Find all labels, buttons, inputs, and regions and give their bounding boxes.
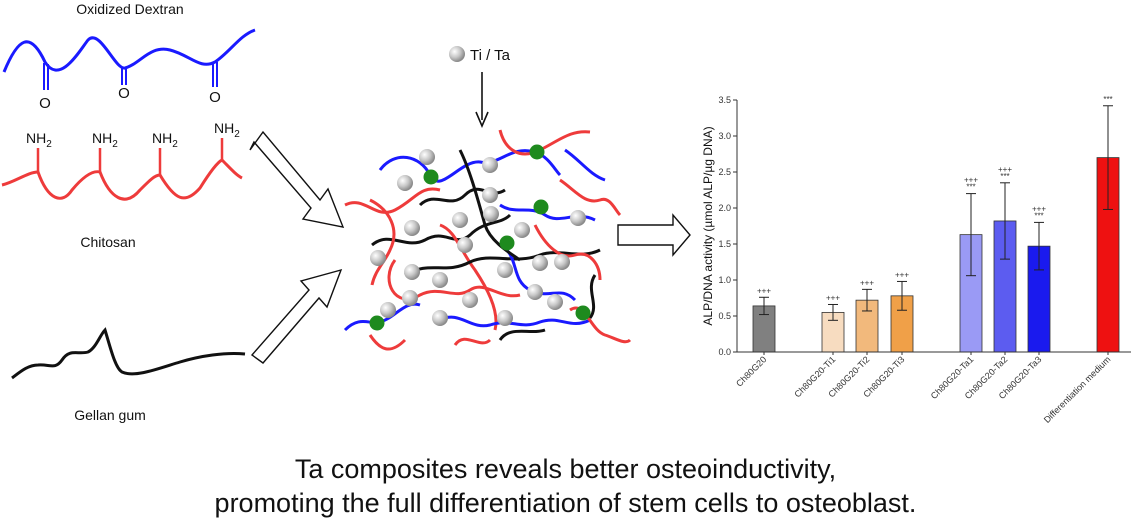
oxidized-dextran-label: Oxidized Dextran [76, 1, 183, 17]
significance-plus-label: +++ [1032, 204, 1046, 213]
y-tick-label: 2.0 [718, 203, 731, 213]
ti-ta-label: Ti / Ta [470, 47, 511, 64]
particle-icon [532, 255, 548, 271]
significance-star-label: *** [1000, 172, 1009, 181]
alp-dna-bar-chart: ALP/DNA activity (µmol ALP/µg DNA) 0.00.… [701, 95, 1131, 425]
dextran-chain [2, 28, 256, 73]
y-axis: 0.0 0.5 1.0 1.5 2.0 2.5 3.0 3.5 [718, 95, 737, 357]
hollow-arrow-icon [250, 268, 343, 364]
particle-icon [380, 302, 396, 318]
significance-plus-label: +++ [964, 176, 978, 185]
crosslink-node [369, 315, 385, 331]
particle-icon [497, 262, 513, 278]
particle-icon [370, 250, 386, 266]
bars: ++++++++++++***+++ ***+++***+++*** [752, 95, 1120, 353]
particle-icon [404, 220, 420, 236]
crosslink-node [499, 235, 515, 251]
significance-plus-label: +++ [998, 165, 1012, 174]
particle-icon [482, 187, 498, 203]
significance-star-label: *** [1103, 95, 1112, 104]
y-tick-label: 3.0 [718, 131, 731, 141]
significance-star-label: *** [1034, 211, 1043, 220]
crosslink-node [529, 144, 545, 160]
particle-icon [452, 212, 468, 228]
particle-icon [514, 222, 530, 238]
svg-text:NH2: NH2 [26, 130, 52, 150]
x-tick-label: Differentiation medium [1042, 354, 1113, 425]
particle-icon [419, 149, 435, 165]
particles [370, 149, 586, 326]
x-axis: Ch80G20 Ch80G20-Ti1Ch80G20-Ti2Ch80G20-Ti3… [734, 352, 1112, 425]
crosslink-node [533, 199, 549, 215]
oxygen-label: O [118, 85, 130, 102]
chitosan-label: Chitosan [80, 234, 135, 250]
particle-icon [432, 272, 448, 288]
caption-line-2: promoting the full differentiation of st… [214, 488, 917, 518]
hollow-arrow-icon [617, 213, 691, 257]
particle-icon [457, 237, 473, 253]
svg-text:NH2: NH2 [92, 130, 118, 150]
particle-icon [554, 254, 570, 270]
y-tick-label: 3.5 [718, 95, 731, 105]
crosslink-node [575, 305, 591, 321]
y-axis-label: ALP/DNA activity (µmol ALP/µg DNA) [701, 126, 715, 325]
svg-text:NH2: NH2 [214, 120, 240, 140]
particle-icon [527, 284, 543, 300]
particle-icon [570, 210, 586, 226]
nh2-group: NH2 [152, 130, 178, 150]
y-tick-label: 2.5 [718, 167, 731, 177]
significance-star-label: *** [966, 183, 975, 192]
particle-icon [462, 292, 478, 308]
particle-icon [397, 175, 413, 191]
gellan-gum-label: Gellan gum [74, 407, 146, 423]
significance-plus-label: +++ [895, 270, 909, 279]
caption: Ta composites reveals better osteoinduct… [0, 452, 1131, 520]
hollow-arrow-icon [249, 130, 345, 228]
significance-plus-label: +++ [757, 286, 771, 295]
y-tick-label: 1.5 [718, 239, 731, 249]
x-tick-label: Ch80G20 [734, 354, 768, 388]
gellan-gum-chain [11, 327, 246, 380]
chitosan-chain [1, 158, 243, 201]
oxygen-label: O [39, 95, 51, 112]
particle-icon [547, 294, 563, 310]
particle-icon [402, 290, 418, 306]
significance-plus-label: +++ [826, 293, 840, 302]
particle-icon [404, 264, 420, 280]
nh2-group: NH2 [214, 120, 240, 140]
crosslinks [369, 144, 591, 331]
y-tick-label: 0.5 [718, 311, 731, 321]
particle-icon [449, 46, 465, 62]
caption-line-1: Ta composites reveals better osteoinduct… [294, 454, 837, 484]
oxygen-label: O [209, 89, 221, 106]
particle-icon [482, 157, 498, 173]
y-tick-label: 1.0 [718, 275, 731, 285]
y-tick-label: 0.0 [718, 347, 731, 357]
particle-icon [497, 310, 513, 326]
nh2-group: NH2 [26, 130, 52, 150]
svg-text:NH2: NH2 [152, 130, 178, 150]
particle-icon [483, 206, 499, 222]
nh2-group: NH2 [92, 130, 118, 150]
particle-icon [432, 310, 448, 326]
significance-plus-label: +++ [860, 278, 874, 287]
crosslink-node [423, 169, 439, 185]
down-arrow-head [475, 111, 489, 129]
